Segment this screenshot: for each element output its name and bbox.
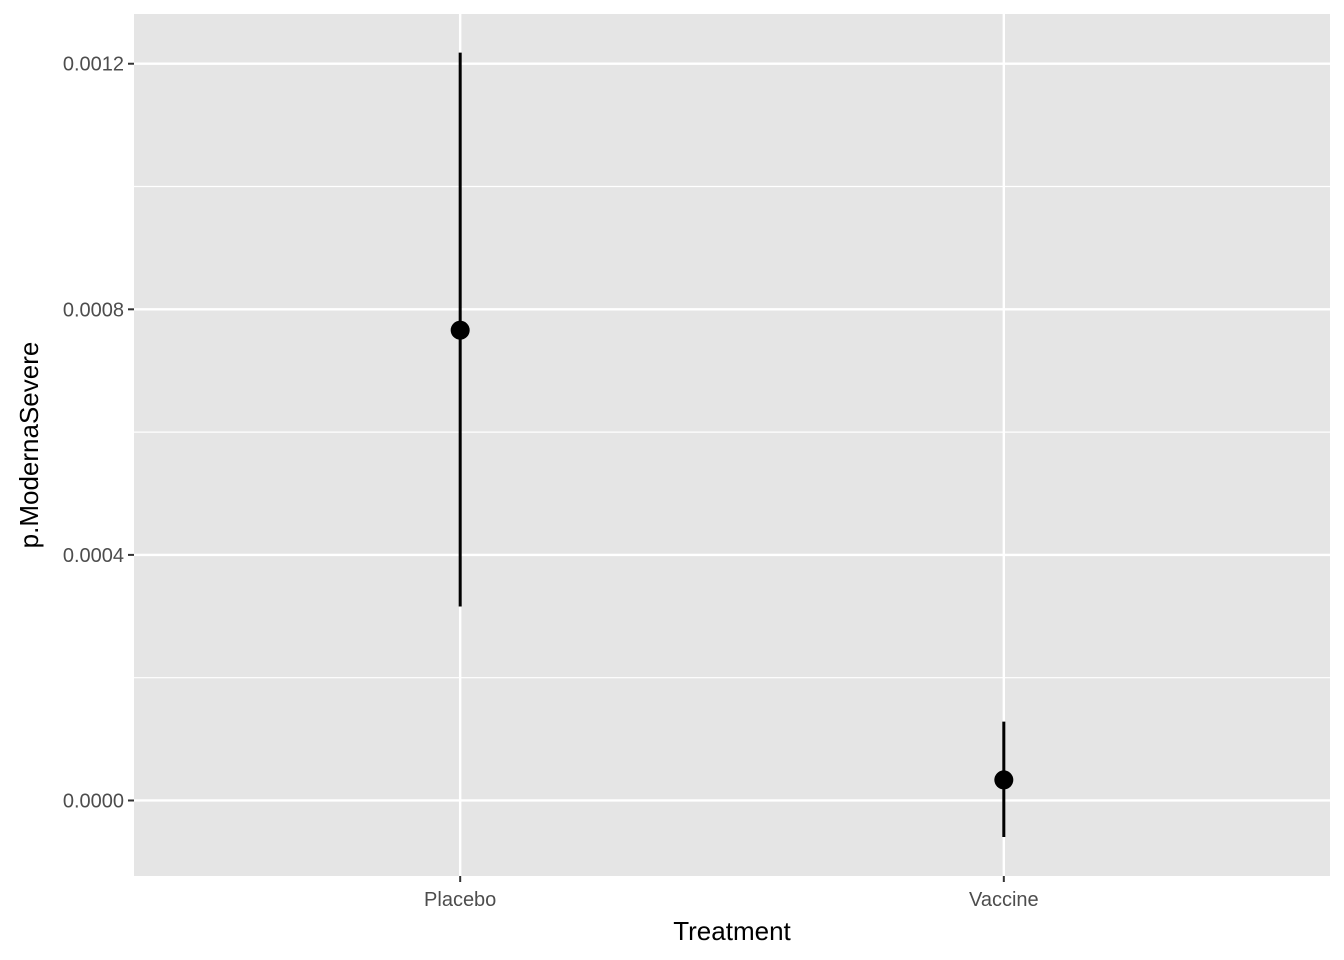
y-tick-label: 0.0004 <box>63 545 124 567</box>
x-tick-label: Placebo <box>424 889 496 911</box>
plot-panel <box>134 14 1330 876</box>
y-tick-label: 0.0012 <box>63 54 124 76</box>
grid-minor <box>134 185 1330 679</box>
data-marks <box>450 52 1014 838</box>
axis-ticks <box>128 62 1005 882</box>
y-tick-labels: 0.0000 0.0004 0.0008 0.0012 <box>63 54 124 813</box>
x-axis-title: Treatment <box>673 916 791 946</box>
data-point <box>994 770 1014 790</box>
data-point <box>450 320 470 340</box>
y-tick-label: 0.0000 <box>63 790 124 812</box>
x-tick-labels: Placebo Vaccine <box>424 889 1039 911</box>
y-tick-label: 0.0008 <box>63 299 124 321</box>
x-tick-label: Vaccine <box>969 889 1039 911</box>
y-axis-title: p.ModernaSevere <box>14 342 44 549</box>
